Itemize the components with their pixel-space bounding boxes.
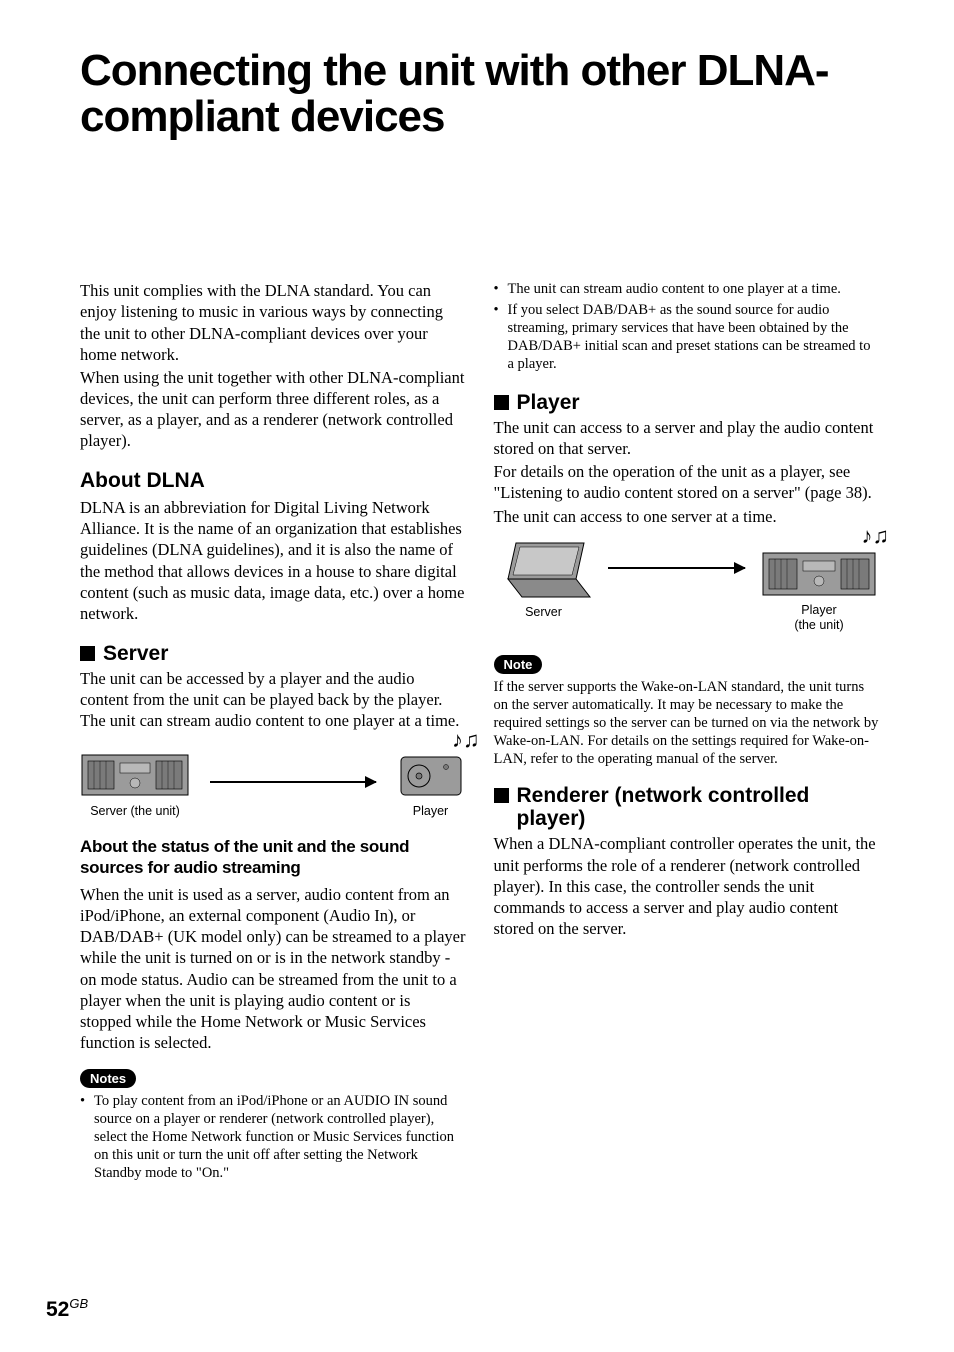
status-heading: About the status of the unit and the sou… [80, 837, 466, 878]
page-title: Connecting the unit with other DLNA-comp… [80, 48, 879, 140]
player-heading: Player [517, 391, 580, 414]
player-device: ♪♫ Player [396, 745, 466, 819]
renderer-heading-row: Renderer (network controlled player) [494, 784, 880, 830]
about-dlna-body: DLNA is an abbreviation for Digital Livi… [80, 497, 466, 624]
renderer-body: When a DLNA-compliant controller operate… [494, 833, 880, 939]
intro-paragraph-1: This unit complies with the DLNA standar… [80, 280, 466, 364]
two-column-layout: This unit complies with the DLNA standar… [80, 280, 879, 1184]
server-laptop: Server [494, 539, 594, 620]
about-dlna-heading: About DLNA [80, 469, 466, 493]
arrow-icon [608, 567, 746, 569]
notes-pill: Notes [80, 1069, 136, 1088]
top-bullets-right: The unit can stream audio content to one… [494, 280, 880, 373]
server-body: The unit can be accessed by a player and… [80, 668, 466, 731]
page-number-suffix: GB [69, 1296, 88, 1311]
player-unit-label-1: Player [759, 603, 879, 618]
player-generic-icon [396, 745, 466, 800]
server-diagram: Server (the unit) ♪♫ Player [80, 745, 466, 819]
note-pill: Note [494, 655, 543, 674]
server-device: Server (the unit) [80, 745, 190, 819]
player-unit-label-2: (the unit) [759, 618, 879, 633]
player-body-2: For details on the operation of the unit… [494, 461, 880, 503]
square-bullet-icon [494, 395, 509, 410]
player-device-label: Player [396, 804, 466, 819]
server-laptop-label: Server [494, 605, 594, 620]
player-body-1: The unit can access to a server and play… [494, 417, 880, 459]
page-number-value: 52 [46, 1298, 69, 1321]
arrow-icon [210, 781, 376, 783]
note-bullet: The unit can stream audio content to one… [494, 280, 880, 298]
status-body: When the unit is used as a server, audio… [80, 884, 466, 1053]
stereo-unit-icon [80, 745, 190, 800]
server-heading: Server [103, 642, 168, 665]
player-diagram: Server ♪♫ Player [494, 539, 880, 633]
player-heading-row: Player [494, 391, 880, 414]
page-number: 52GB [46, 1296, 88, 1322]
note-bullet: If you select DAB/DAB+ as the sound sour… [494, 301, 880, 374]
right-column: The unit can stream audio content to one… [494, 280, 880, 1184]
server-heading-row: Server [80, 642, 466, 665]
note-body: If the server supports the Wake-on-LAN s… [494, 678, 880, 769]
music-notes-icon: ♪♫ [862, 523, 890, 549]
player-unit: ♪♫ Player (the unit) [759, 539, 879, 633]
left-column: This unit complies with the DLNA standar… [80, 280, 466, 1184]
server-device-label: Server (the unit) [80, 804, 190, 819]
square-bullet-icon [80, 646, 95, 661]
intro-paragraph-2: When using the unit together with other … [80, 367, 466, 451]
notes-list-left: To play content from an iPod/iPhone or a… [80, 1092, 466, 1183]
music-notes-icon: ♪♫ [452, 727, 480, 753]
square-bullet-icon [494, 788, 509, 803]
renderer-heading: Renderer (network controlled player) [517, 784, 880, 830]
player-body-3: The unit can access to one server at a t… [494, 506, 880, 527]
laptop-icon [494, 539, 594, 601]
note-bullet: To play content from an iPod/iPhone or a… [80, 1092, 466, 1183]
